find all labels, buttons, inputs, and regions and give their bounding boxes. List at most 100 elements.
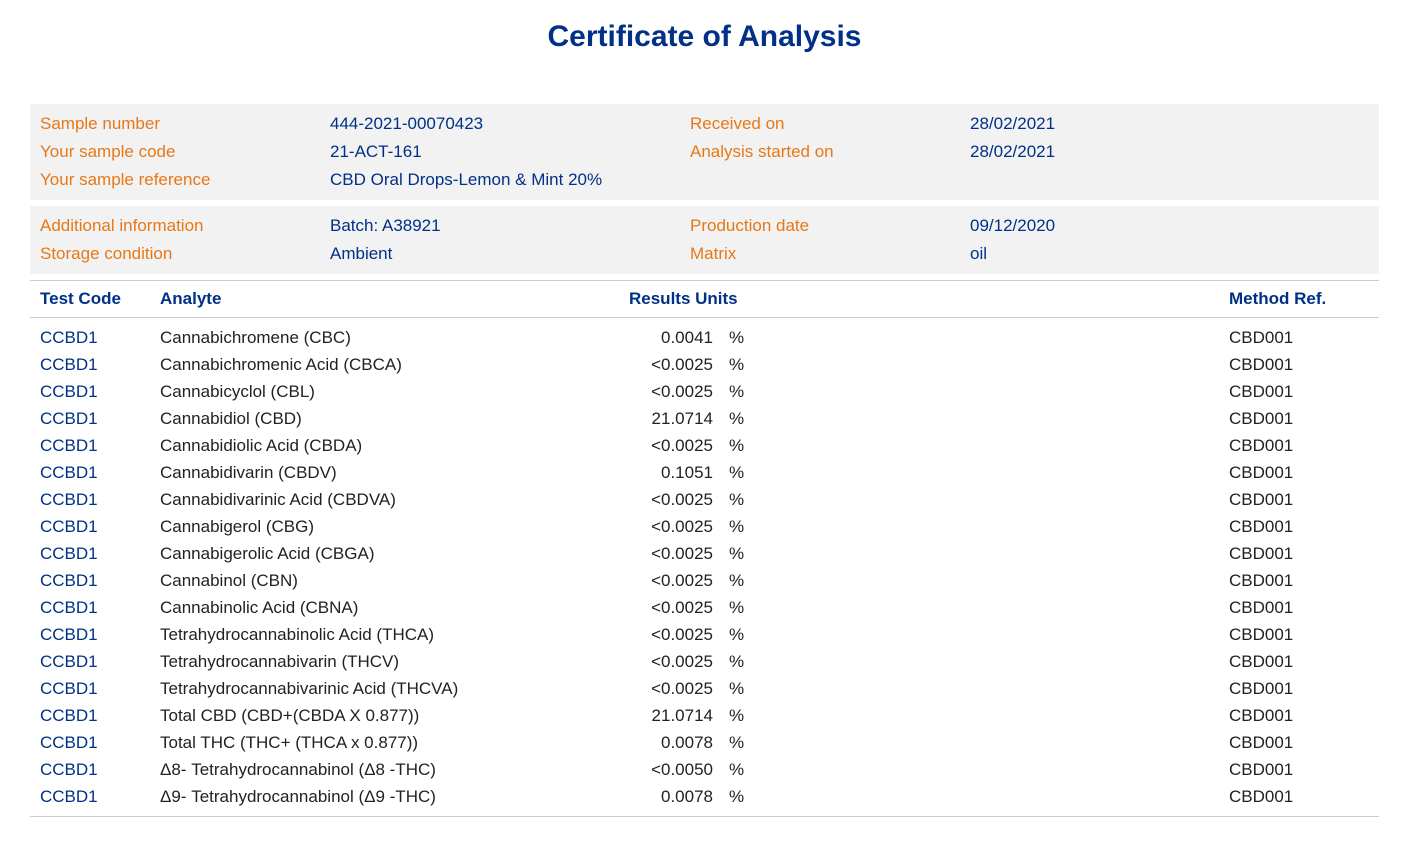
- cell-test-code: CCBD1: [40, 378, 160, 405]
- results-table: Test Code Analyte Results Units Method R…: [30, 280, 1379, 817]
- info-value: 28/02/2021: [970, 110, 1369, 138]
- cell-result: <0.0025: [629, 432, 719, 459]
- cell-method: CBD001: [1229, 540, 1369, 567]
- table-row: CCBD1Cannabichromenic Acid (CBCA)<0.0025…: [30, 351, 1379, 378]
- cell-method: CBD001: [1229, 405, 1369, 432]
- info-value: CBD Oral Drops-Lemon & Mint 20%: [330, 166, 690, 194]
- table-body: CCBD1Cannabichromene (CBC)0.0041%CBD001C…: [30, 318, 1379, 816]
- cell-test-code: CCBD1: [40, 783, 160, 810]
- info-label: Analysis started on: [690, 138, 970, 166]
- cell-result: <0.0025: [629, 594, 719, 621]
- cell-units: %: [719, 405, 1229, 432]
- cell-result: <0.0025: [629, 567, 719, 594]
- table-row: CCBD1Cannabidivarin (CBDV)0.1051%CBD001: [30, 459, 1379, 486]
- cell-result: <0.0025: [629, 540, 719, 567]
- sample-info-block: Sample number444-2021-00070423Received o…: [30, 104, 1379, 200]
- cell-test-code: CCBD1: [40, 513, 160, 540]
- cell-method: CBD001: [1229, 567, 1369, 594]
- cell-result: <0.0050: [629, 756, 719, 783]
- cell-analyte: Cannabinolic Acid (CBNA): [160, 594, 629, 621]
- cell-method: CBD001: [1229, 459, 1369, 486]
- info-label: Additional information: [40, 212, 330, 240]
- cell-units: %: [719, 594, 1229, 621]
- info-label: [690, 166, 970, 194]
- cell-result: 0.0078: [629, 783, 719, 810]
- table-row: CCBD1Cannabinol (CBN)<0.0025%CBD001: [30, 567, 1379, 594]
- cell-result: 0.0078: [629, 729, 719, 756]
- cell-units: %: [719, 540, 1229, 567]
- table-row: CCBD1Cannabidiol (CBD)21.0714%CBD001: [30, 405, 1379, 432]
- cell-result: <0.0025: [629, 513, 719, 540]
- cell-analyte: Tetrahydrocannabinolic Acid (THCA): [160, 621, 629, 648]
- cell-result: <0.0025: [629, 621, 719, 648]
- cell-test-code: CCBD1: [40, 351, 160, 378]
- table-row: CCBD1Δ9- Tetrahydrocannabinol (Δ9 -THC)0…: [30, 783, 1379, 810]
- info-label: Matrix: [690, 240, 970, 268]
- cell-units: %: [719, 459, 1229, 486]
- cell-method: CBD001: [1229, 756, 1369, 783]
- info-value: Batch: A38921: [330, 212, 690, 240]
- info-value: 09/12/2020: [970, 212, 1369, 240]
- table-row: CCBD1Tetrahydrocannabinolic Acid (THCA)<…: [30, 621, 1379, 648]
- info-label: Your sample reference: [40, 166, 330, 194]
- info-label: Sample number: [40, 110, 330, 138]
- cell-result: <0.0025: [629, 486, 719, 513]
- cell-test-code: CCBD1: [40, 594, 160, 621]
- cell-method: CBD001: [1229, 648, 1369, 675]
- cell-method: CBD001: [1229, 594, 1369, 621]
- cell-test-code: CCBD1: [40, 540, 160, 567]
- cell-test-code: CCBD1: [40, 405, 160, 432]
- cell-units: %: [719, 783, 1229, 810]
- cell-method: CBD001: [1229, 378, 1369, 405]
- cell-analyte: Cannabigerolic Acid (CBGA): [160, 540, 629, 567]
- cell-analyte: Cannabidivarinic Acid (CBDVA): [160, 486, 629, 513]
- table-row: CCBD1Cannabidiolic Acid (CBDA)<0.0025%CB…: [30, 432, 1379, 459]
- cell-analyte: Tetrahydrocannabivarinic Acid (THCVA): [160, 675, 629, 702]
- th-test-code: Test Code: [40, 289, 160, 309]
- cell-test-code: CCBD1: [40, 702, 160, 729]
- table-header-row: Test Code Analyte Results Units Method R…: [30, 281, 1379, 318]
- cell-units: %: [719, 729, 1229, 756]
- cell-result: <0.0025: [629, 378, 719, 405]
- cell-analyte: Cannabidivarin (CBDV): [160, 459, 629, 486]
- cell-units: %: [719, 675, 1229, 702]
- table-row: CCBD1Cannabidivarinic Acid (CBDVA)<0.002…: [30, 486, 1379, 513]
- table-row: CCBD1Cannabichromene (CBC)0.0041%CBD001: [30, 324, 1379, 351]
- info-label: Your sample code: [40, 138, 330, 166]
- info-value: 444-2021-00070423: [330, 110, 690, 138]
- cell-method: CBD001: [1229, 432, 1369, 459]
- cell-method: CBD001: [1229, 702, 1369, 729]
- cell-method: CBD001: [1229, 324, 1369, 351]
- cell-units: %: [719, 486, 1229, 513]
- cell-units: %: [719, 378, 1229, 405]
- page-title: Certificate of Analysis: [30, 20, 1379, 54]
- cell-result: <0.0025: [629, 648, 719, 675]
- cell-method: CBD001: [1229, 675, 1369, 702]
- cell-analyte: Cannabichromene (CBC): [160, 324, 629, 351]
- cell-test-code: CCBD1: [40, 675, 160, 702]
- cell-test-code: CCBD1: [40, 621, 160, 648]
- info-value: Ambient: [330, 240, 690, 268]
- cell-units: %: [719, 324, 1229, 351]
- cell-analyte: Cannabigerol (CBG): [160, 513, 629, 540]
- cell-units: %: [719, 648, 1229, 675]
- cell-test-code: CCBD1: [40, 729, 160, 756]
- info-row: Your sample referenceCBD Oral Drops-Lemo…: [40, 166, 1369, 194]
- info-label: Storage condition: [40, 240, 330, 268]
- cell-units: %: [719, 756, 1229, 783]
- cell-result: 0.1051: [629, 459, 719, 486]
- info-value: [970, 166, 1369, 194]
- table-row: CCBD1Cannabigerolic Acid (CBGA)<0.0025%C…: [30, 540, 1379, 567]
- cell-analyte: Total THC (THC+ (THCA x 0.877)): [160, 729, 629, 756]
- table-row: CCBD1Total CBD (CBD+(CBDA X 0.877))21.07…: [30, 702, 1379, 729]
- info-value: 21-ACT-161: [330, 138, 690, 166]
- cell-units: %: [719, 351, 1229, 378]
- cell-result: 21.0714: [629, 702, 719, 729]
- table-row: CCBD1Δ8- Tetrahydrocannabinol (Δ8 -THC)<…: [30, 756, 1379, 783]
- cell-result: <0.0025: [629, 675, 719, 702]
- table-row: CCBD1Tetrahydrocannabivarinic Acid (THCV…: [30, 675, 1379, 702]
- table-row: CCBD1Total THC (THC+ (THCA x 0.877))0.00…: [30, 729, 1379, 756]
- cell-result: 21.0714: [629, 405, 719, 432]
- cell-analyte: Cannabicyclol (CBL): [160, 378, 629, 405]
- info-value: oil: [970, 240, 1369, 268]
